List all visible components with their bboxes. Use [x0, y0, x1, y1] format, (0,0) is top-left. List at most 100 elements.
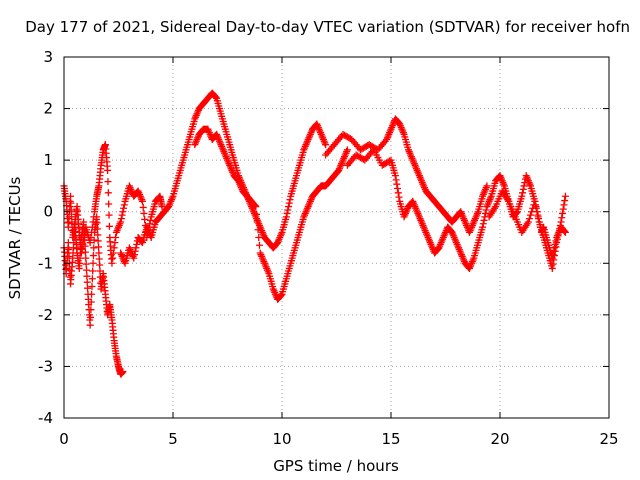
data-point	[88, 228, 96, 236]
data-point	[105, 200, 113, 208]
y-tick-label: -1	[38, 254, 53, 272]
data-point	[255, 241, 263, 249]
data-point	[95, 243, 103, 251]
data-point	[483, 182, 491, 190]
data-point	[87, 234, 95, 241]
data-point	[548, 254, 556, 262]
data-point	[87, 298, 95, 306]
data-point	[117, 218, 125, 226]
data-point	[524, 218, 532, 226]
data-point	[86, 239, 94, 247]
x-tick-label: 5	[168, 430, 178, 448]
data-point	[96, 261, 104, 269]
data-point	[95, 255, 103, 263]
data-point	[550, 247, 558, 255]
data-point	[393, 180, 401, 188]
data-point	[558, 209, 566, 217]
data-point	[277, 291, 285, 299]
axis-ticks	[63, 56, 610, 419]
series-group	[191, 125, 351, 303]
data-point	[82, 254, 90, 262]
data-point	[518, 192, 526, 200]
data-point	[561, 228, 569, 236]
x-tick-labels: 0 5 10 15 20 25	[59, 430, 618, 448]
data-point	[89, 259, 97, 267]
data-point	[534, 213, 542, 221]
data-point	[88, 282, 96, 290]
data-point	[561, 227, 569, 235]
data-point	[105, 222, 113, 230]
data-point	[67, 206, 75, 214]
data-point	[83, 272, 91, 280]
data-point	[559, 205, 567, 213]
data-point	[394, 189, 402, 197]
data-point	[78, 245, 86, 253]
data-point	[93, 225, 101, 233]
plot-frame	[63, 56, 610, 419]
data-point	[391, 172, 399, 180]
data-point	[130, 254, 138, 262]
x-tick-label: 20	[490, 430, 509, 448]
data-point	[67, 192, 75, 200]
data-point	[104, 178, 112, 186]
data-point	[120, 201, 128, 209]
data-point	[86, 321, 94, 329]
data-point	[87, 306, 95, 314]
data-point	[482, 206, 490, 214]
data-point	[118, 211, 126, 219]
data-point	[120, 204, 128, 212]
data-point	[561, 197, 569, 205]
data-point	[283, 209, 291, 217]
data-point	[560, 201, 568, 209]
y-tick-label: -4	[38, 409, 53, 427]
data-point	[132, 244, 140, 252]
data-point	[94, 237, 102, 245]
data-point	[284, 206, 292, 214]
data-point	[112, 234, 120, 241]
data-point	[109, 249, 117, 257]
data-point	[139, 203, 147, 211]
data-point	[87, 313, 95, 321]
data-point	[140, 209, 148, 217]
data-point	[286, 196, 294, 204]
data-point	[104, 189, 112, 197]
series-group	[117, 89, 330, 267]
data-point	[89, 252, 97, 260]
series-group	[485, 187, 569, 262]
y-tick-label: 1	[43, 151, 53, 169]
data-point	[94, 231, 102, 239]
data-point	[253, 218, 261, 226]
data-point	[89, 267, 97, 275]
data-point	[253, 210, 261, 218]
data-point	[395, 193, 403, 201]
data-point	[111, 239, 119, 247]
data-point	[519, 185, 527, 193]
data-point	[131, 247, 139, 255]
data-point	[104, 166, 112, 174]
data-point	[90, 213, 98, 221]
data-point	[141, 215, 149, 223]
data-point	[322, 141, 330, 149]
data-point	[83, 266, 91, 274]
data-point	[532, 203, 540, 211]
data-point	[110, 244, 118, 252]
data-point	[479, 220, 487, 228]
data-point	[82, 260, 90, 268]
data-point	[551, 240, 559, 248]
data-point	[212, 93, 220, 101]
data-point	[109, 254, 117, 262]
y-tick-label: -2	[38, 306, 53, 324]
data-point	[88, 275, 96, 283]
data-points	[60, 89, 569, 378]
y-tick-label: 2	[43, 100, 53, 118]
data-point	[282, 213, 290, 221]
data-point	[88, 223, 96, 231]
data-point	[93, 219, 101, 227]
x-tick-label: 15	[381, 430, 400, 448]
data-point	[548, 264, 556, 272]
y-tick-labels: -4 -3 -2 -1 0 1 2 3	[38, 48, 53, 427]
chart-title: Day 177 of 2021, Sidereal Day-to-day VTE…	[25, 18, 630, 36]
data-point	[252, 203, 260, 211]
y-tick-label: -3	[38, 357, 53, 375]
